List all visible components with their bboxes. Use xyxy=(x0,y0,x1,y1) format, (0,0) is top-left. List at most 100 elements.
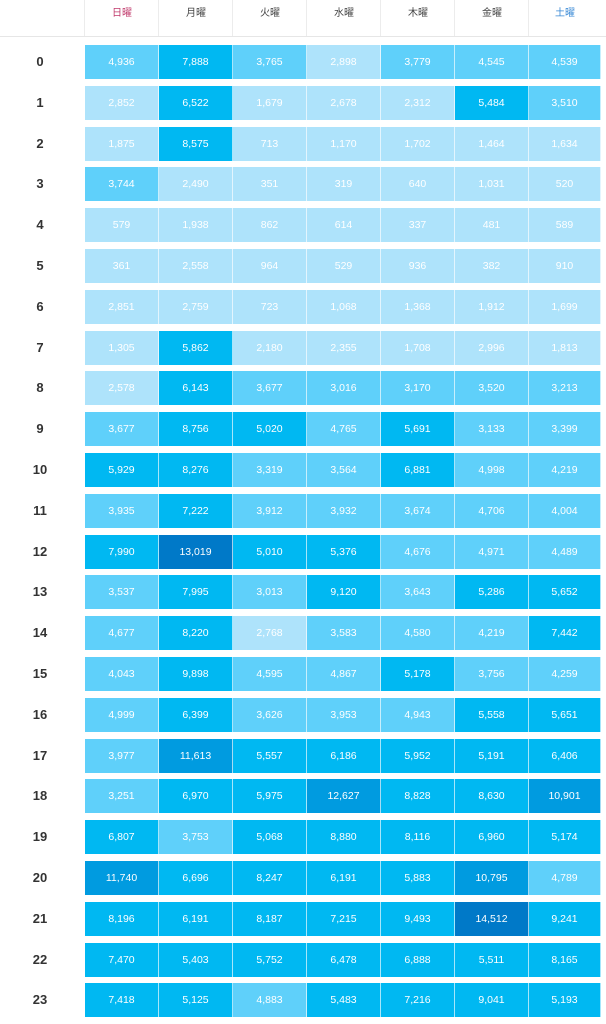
heatmap-cell-h0-d5: 4,545 xyxy=(455,45,529,79)
heatmap-cell-h22-d5: 5,511 xyxy=(455,942,529,977)
heatmap-cell-h5-d3: 529 xyxy=(307,249,381,283)
heatmap-cell-h8-d0: 2,578 xyxy=(85,371,159,406)
heatmap-cell-h17-d1: 11,613 xyxy=(159,738,233,773)
heatmap-cell-h7-d0: 1,305 xyxy=(85,330,159,365)
heatmap-cell-h2-d0: 1,875 xyxy=(85,126,159,161)
heatmap-cell-h9-d2: 5,020 xyxy=(233,412,307,447)
day-label-0: 日曜 xyxy=(112,8,132,19)
hour-label-3: 3 xyxy=(36,176,44,192)
heatmap-cell-h20-d3: 6,191 xyxy=(307,861,381,895)
heatmap-cell-h12-d5: 4,971 xyxy=(455,534,529,569)
heatmap-cell-h20-d5: 10,795 xyxy=(455,861,529,895)
heatmap-cell-h5-d6: 910 xyxy=(529,249,601,283)
heatmap-cell-h11-d3: 3,932 xyxy=(307,493,381,528)
day-label-6: 土曜 xyxy=(555,8,575,19)
hour-label-4: 4 xyxy=(36,217,44,233)
heatmap-cell-h19-d1: 3,753 xyxy=(159,820,233,855)
heatmap-cell-h18-d1: 6,970 xyxy=(159,779,233,814)
heatmap-cell-h14-d1: 8,220 xyxy=(159,616,233,651)
heatmap-cell-h1-d4: 2,312 xyxy=(381,85,455,120)
heatmap-cell-h19-d2: 5,068 xyxy=(233,820,307,855)
heatmap-cell-h20-d2: 8,247 xyxy=(233,861,307,895)
heatmap-cell-h16-d3: 3,953 xyxy=(307,697,381,732)
heatmap-cell-h3-d6: 520 xyxy=(529,167,601,202)
day-header-band xyxy=(0,0,606,37)
heatmap-cell-h8-d4: 3,170 xyxy=(381,371,455,406)
heatmap-cell-h2-d6: 1,634 xyxy=(529,126,601,161)
heatmap-cell-h17-d3: 6,186 xyxy=(307,738,381,773)
heatmap-cell-h7-d2: 2,180 xyxy=(233,330,307,365)
header-divider xyxy=(528,0,529,36)
hour-label-16: 16 xyxy=(32,706,48,722)
heatmap-cell-h5-d0: 361 xyxy=(85,249,159,283)
heatmap-cell-h16-d1: 6,399 xyxy=(159,697,233,732)
heatmap-cell-h4-d6: 589 xyxy=(529,208,601,243)
heatmap-cell-h15-d2: 4,595 xyxy=(233,657,307,691)
heatmap-cell-h14-d3: 3,583 xyxy=(307,616,381,651)
heatmap-cell-h11-d4: 3,674 xyxy=(381,493,455,528)
heatmap-cell-h14-d2: 2,768 xyxy=(233,616,307,651)
heatmap-cell-h4-d1: 1,938 xyxy=(159,208,233,243)
heatmap-cell-h9-d3: 4,765 xyxy=(307,412,381,447)
day-label-5: 金曜 xyxy=(482,8,502,19)
heatmap-cell-h23-d6: 5,193 xyxy=(529,983,601,1018)
heatmap-cell-h8-d5: 3,520 xyxy=(455,371,529,406)
heatmap-cell-h23-d2: 4,883 xyxy=(233,983,307,1018)
heatmap-cell-h13-d3: 9,120 xyxy=(307,575,381,610)
hour-label-2: 2 xyxy=(36,135,44,151)
heatmap-cell-h6-d0: 2,851 xyxy=(85,289,159,324)
heatmap-cell-h17-d0: 3,977 xyxy=(85,738,159,773)
hour-label-14: 14 xyxy=(32,625,48,641)
heatmap-cell-h13-d6: 5,652 xyxy=(529,575,601,610)
heatmap-cell-h18-d3: 12,627 xyxy=(307,779,381,814)
heatmap-cell-h10-d2: 3,319 xyxy=(233,453,307,487)
heatmap-cell-h2-d4: 1,702 xyxy=(381,126,455,161)
hour-label-0: 0 xyxy=(36,54,44,69)
heatmap-cell-h19-d0: 6,807 xyxy=(85,820,159,855)
heatmap-cell-h10-d5: 4,998 xyxy=(455,453,529,487)
heatmap-cell-h15-d4: 5,178 xyxy=(381,657,455,691)
hour-label-21: 21 xyxy=(32,910,48,926)
heatmap-cell-h20-d0: 11,740 xyxy=(85,861,159,895)
hour-label-8: 8 xyxy=(36,380,44,396)
hour-label-12: 12 xyxy=(32,543,48,559)
heatmap-cell-h7-d6: 1,813 xyxy=(529,330,601,365)
heatmap-cell-h23-d1: 5,125 xyxy=(159,983,233,1018)
heatmap-cell-h23-d5: 9,041 xyxy=(455,983,529,1018)
heatmap-cell-h9-d4: 5,691 xyxy=(381,412,455,447)
heatmap-cell-h13-d4: 3,643 xyxy=(381,575,455,610)
heatmap-cell-h17-d6: 6,406 xyxy=(529,738,601,773)
heatmap-cell-h5-d1: 2,558 xyxy=(159,249,233,283)
header-divider xyxy=(454,0,455,36)
hour-label-1: 1 xyxy=(36,94,44,110)
heatmap-cell-h2-d3: 1,170 xyxy=(307,126,381,161)
hour-label-10: 10 xyxy=(32,462,48,477)
heatmap-cell-h21-d4: 9,493 xyxy=(381,901,455,936)
heatmap-cell-h22-d4: 6,888 xyxy=(381,942,455,977)
heatmap-cell-h11-d2: 3,912 xyxy=(233,493,307,528)
heatmap-cell-h22-d2: 5,752 xyxy=(233,942,307,977)
heatmap-cell-h19-d5: 6,960 xyxy=(455,820,529,855)
day-label-1: 月曜 xyxy=(186,8,206,19)
heatmap-cell-h1-d2: 1,679 xyxy=(233,85,307,120)
heatmap-cell-h13-d5: 5,286 xyxy=(455,575,529,610)
heatmap-cell-h1-d5: 5,484 xyxy=(455,85,529,120)
heatmap-cell-h20-d4: 5,883 xyxy=(381,861,455,895)
heatmap-cell-h14-d6: 7,442 xyxy=(529,616,601,651)
heatmap-cell-h1-d3: 2,678 xyxy=(307,85,381,120)
heatmap-cell-h8-d1: 6,143 xyxy=(159,371,233,406)
heatmap-cell-h9-d1: 8,756 xyxy=(159,412,233,447)
heatmap-cell-h17-d5: 5,191 xyxy=(455,738,529,773)
heatmap-cell-h0-d6: 4,539 xyxy=(529,45,601,79)
hour-label-5: 5 xyxy=(36,258,44,273)
heatmap-cell-h4-d4: 337 xyxy=(381,208,455,243)
heatmap-cell-h4-d3: 614 xyxy=(307,208,381,243)
heatmap-cell-h6-d2: 723 xyxy=(233,289,307,324)
hour-label-9: 9 xyxy=(36,421,44,437)
hour-label-7: 7 xyxy=(36,339,44,355)
heatmap-cell-h13-d1: 7,995 xyxy=(159,575,233,610)
heatmap-cell-h16-d0: 4,999 xyxy=(85,697,159,732)
heatmap-cell-h12-d1: 13,019 xyxy=(159,534,233,569)
heatmap-cell-h7-d5: 2,996 xyxy=(455,330,529,365)
